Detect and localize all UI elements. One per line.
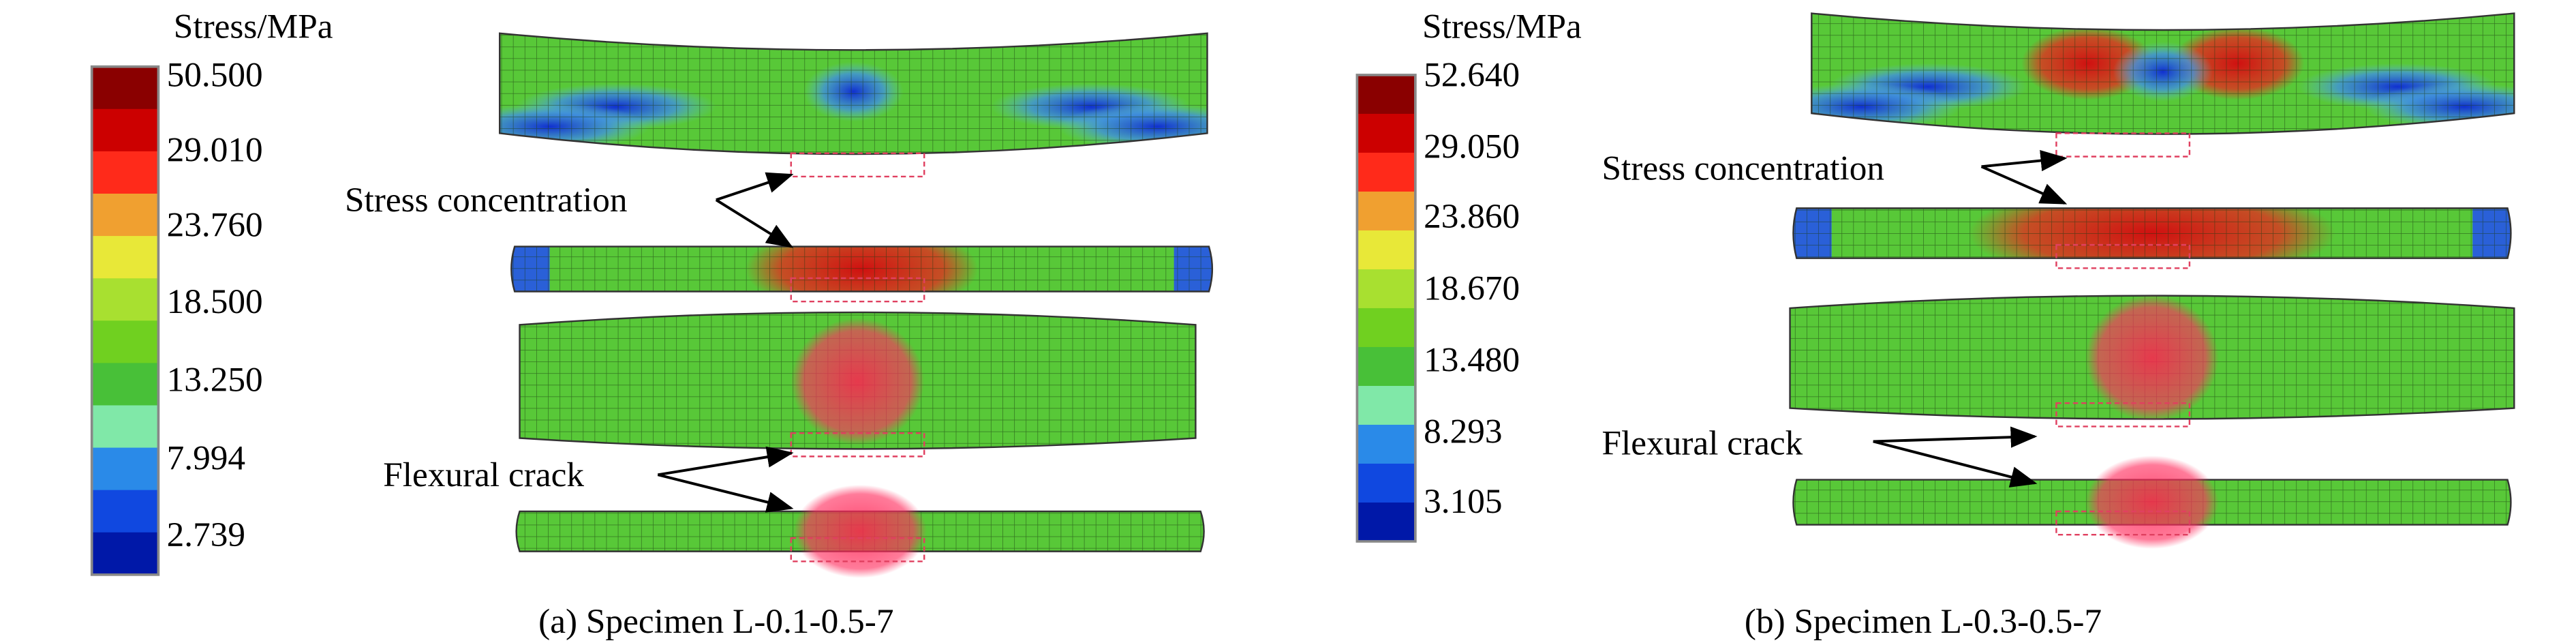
legend-label: 29.010 [167, 131, 263, 170]
colorbar-segment [1357, 385, 1415, 426]
colorbar-segment [1357, 269, 1415, 310]
legend-label: 7.994 [167, 438, 245, 477]
beam-contour [500, 33, 1208, 154]
crack-zone [791, 318, 925, 445]
beam-outline [1792, 207, 2512, 259]
arrow [1873, 440, 2038, 488]
highlight-box [2055, 132, 2191, 158]
colorbar-segment [1357, 308, 1415, 348]
colorbar-segment [91, 108, 159, 153]
colorbar-segment [91, 236, 159, 280]
beam-outline [519, 311, 1197, 450]
arrow [1981, 150, 2068, 172]
mesh [511, 246, 1212, 292]
legend-label: 18.500 [167, 282, 263, 321]
arrow [658, 446, 794, 477]
highlight-box [2055, 402, 2191, 428]
annotation: Flexural crack [1602, 423, 1803, 462]
legend-label: 50.500 [167, 56, 263, 95]
legend-label: 8.293 [1424, 412, 1502, 451]
beam-outline [1789, 295, 2515, 420]
colorbar-segment [91, 405, 159, 449]
beam-outline [510, 245, 1214, 293]
arrow [716, 172, 794, 202]
arrow [715, 198, 794, 248]
highlight-box [790, 277, 925, 303]
crack-zone [2085, 455, 2219, 549]
highlight-box [2055, 243, 2191, 269]
colorbar-segment [1357, 346, 1415, 387]
colorbar-segment [1357, 113, 1415, 154]
legend-title: Stress/MPa [1422, 8, 1582, 46]
caption: (a) Specimen L-0.1-0.5-7 [538, 602, 893, 641]
legend-label: 2.739 [167, 515, 245, 554]
beam-contour [1793, 208, 2511, 258]
annotation: Stress concentration [345, 181, 628, 220]
colorbar-segment [91, 447, 159, 491]
highlight-box [790, 152, 925, 178]
beam-outline [1811, 12, 2515, 135]
colorbar-segment [91, 151, 159, 195]
colorbar-segment [1357, 230, 1415, 271]
beam-outline [499, 32, 1208, 155]
colorbar-segment [1357, 191, 1415, 232]
beam [1811, 12, 2515, 135]
mesh [1811, 13, 2515, 134]
colorbar-frame [90, 65, 160, 576]
caption: (b) Specimen L-0.3-0.5-7 [1745, 602, 2102, 641]
beam-outline [1792, 479, 2512, 526]
colorbar-segment [1357, 463, 1415, 504]
colorbar-segment [91, 278, 159, 322]
colorbar-segment [91, 363, 159, 406]
panel: Stress/MPa 50.500 29.010 23.760 18.500 13.250… [90, 8, 1214, 641]
legend-label: 13.480 [1424, 340, 1520, 379]
arrow [1873, 426, 2038, 448]
beam [499, 32, 1208, 155]
colorbar-segment [91, 193, 159, 237]
arrow [1980, 165, 2068, 205]
legend-label: 29.050 [1424, 128, 1520, 166]
annotation: Flexural crack [383, 455, 584, 494]
highlight-box [2055, 510, 2191, 536]
colorbar-segment [91, 532, 159, 576]
colorbar-segment [91, 490, 159, 533]
highlight-box [790, 432, 925, 458]
mesh [1793, 208, 2511, 258]
beam [510, 245, 1214, 293]
highlight-box [790, 537, 925, 563]
beam-contour [511, 246, 1212, 292]
mesh [500, 33, 1208, 154]
colorbar-frame [1355, 74, 1417, 543]
panel: Stress/MPa 52.640 29.050 23.860 18.670 13.480… [1355, 8, 2515, 641]
crack-zone [2085, 295, 2219, 422]
beam [1792, 207, 2512, 259]
annotation: Stress concentration [1602, 149, 1885, 188]
arrow [657, 473, 794, 513]
legend-label: 23.860 [1424, 197, 1520, 236]
legend-label: 18.670 [1424, 269, 1520, 308]
colorbar-segment [1357, 74, 1415, 115]
legend-label: 23.760 [167, 205, 263, 244]
colorbar-segment [1357, 502, 1415, 543]
legend-title: Stress/MPa [174, 8, 333, 46]
colorbar-segment [1357, 424, 1415, 465]
beam-outline [515, 510, 1205, 552]
colorbar-segment [1357, 152, 1415, 193]
beam-contour [1811, 13, 2515, 134]
colorbar-segment [91, 66, 159, 110]
legend-label: 52.640 [1424, 56, 1520, 95]
crack-zone [793, 484, 927, 578]
legend-label: 13.250 [167, 361, 263, 400]
legend-label: 3.105 [1424, 482, 1502, 521]
colorbar-segment [91, 320, 159, 364]
